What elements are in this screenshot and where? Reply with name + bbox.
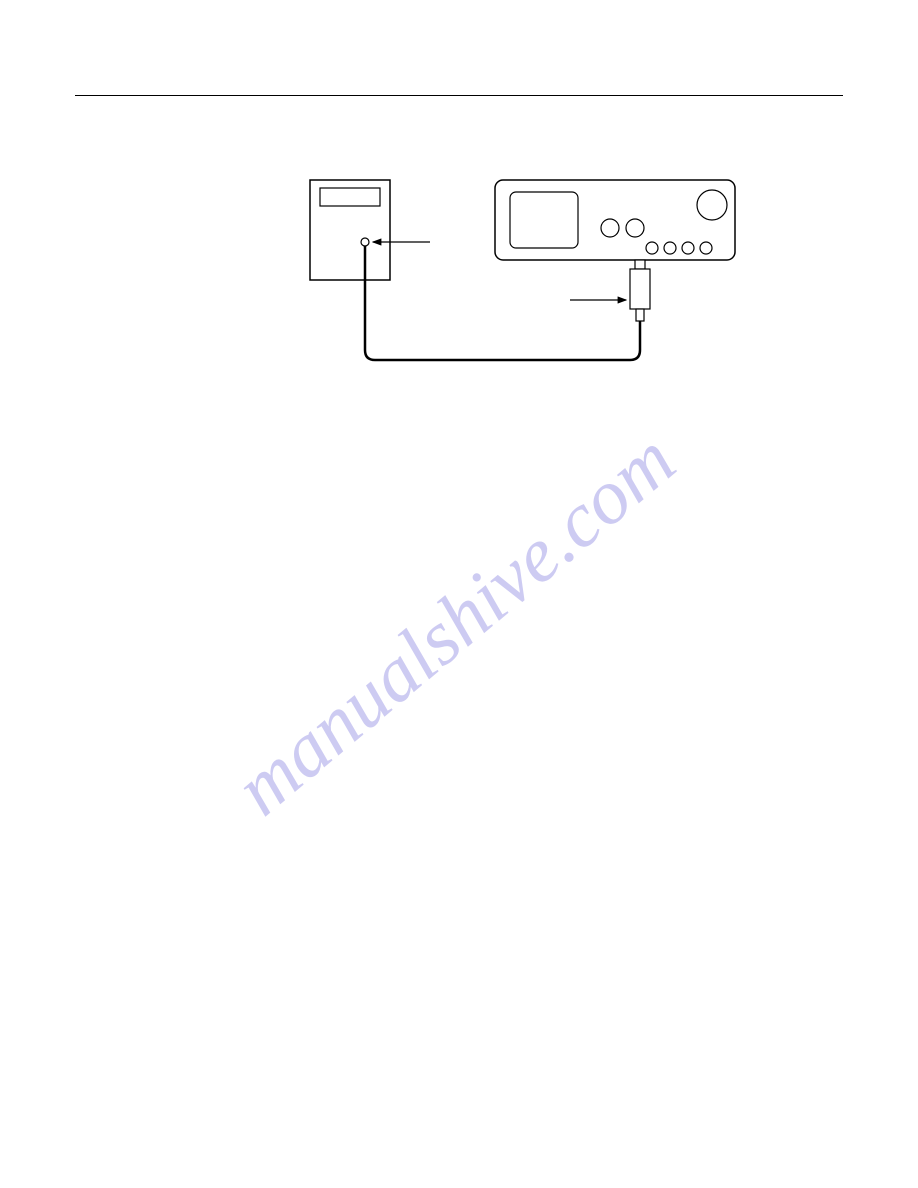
- right-device-large-knob: [697, 190, 727, 220]
- watermark-text: manualshive.com: [218, 415, 690, 831]
- connector-top: [635, 260, 645, 269]
- connector-body: [630, 269, 650, 309]
- watermark: manualshive.com: [80, 280, 840, 980]
- left-device-body: [310, 180, 390, 280]
- cable-path: [365, 246, 640, 360]
- connector-cable-stub: [636, 309, 644, 321]
- left-device-display: [320, 188, 380, 206]
- right-device-small-circle-1: [646, 242, 658, 254]
- right-device-medium-circle-1: [601, 219, 619, 237]
- diagram-svg: [300, 170, 745, 370]
- right-device-small-circle-2: [664, 242, 676, 254]
- right-device-small-circle-4: [700, 242, 712, 254]
- connection-diagram: [300, 170, 745, 370]
- right-device-small-circle-3: [682, 242, 694, 254]
- horizontal-rule-top: [75, 95, 843, 96]
- right-device-screen: [510, 192, 578, 248]
- left-device-port: [361, 238, 369, 246]
- right-device-medium-circle-2: [626, 219, 644, 237]
